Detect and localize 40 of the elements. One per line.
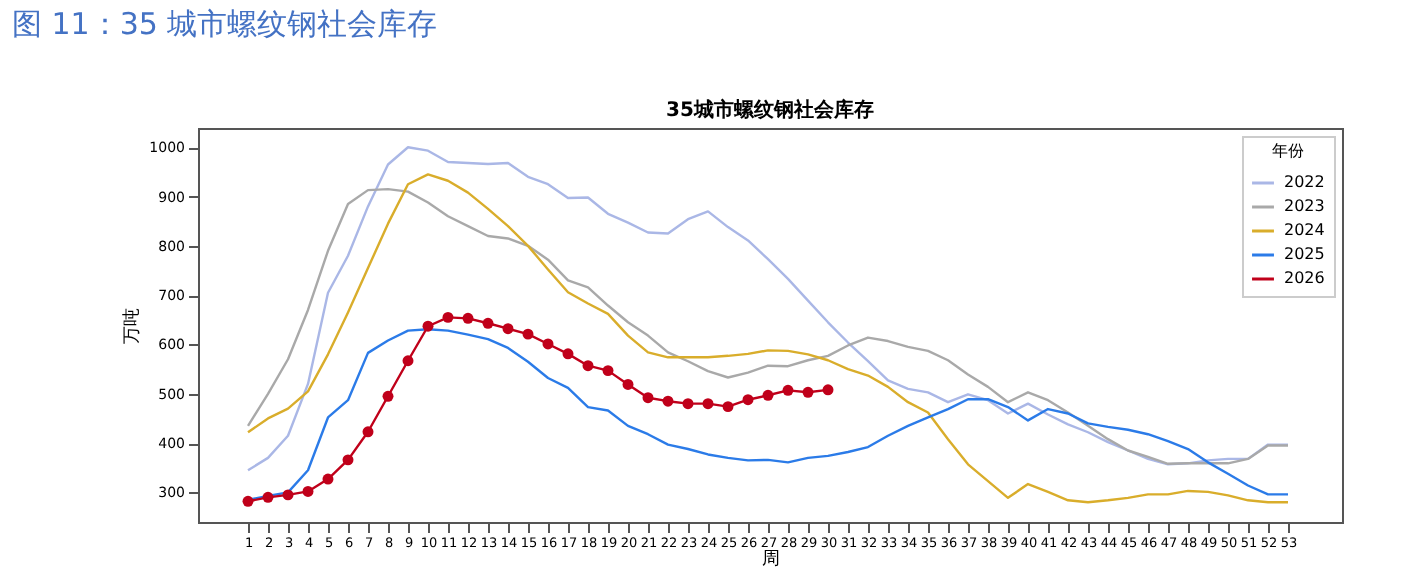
point	[662, 395, 674, 407]
point	[362, 426, 374, 438]
legend-title: 年份	[1272, 142, 1304, 160]
point	[322, 473, 334, 485]
point	[602, 365, 614, 377]
point	[462, 312, 474, 324]
point	[522, 328, 534, 340]
legend-label: 2022	[1284, 173, 1325, 191]
point	[502, 323, 514, 335]
point	[562, 348, 574, 360]
y-axis-title: 万吨	[121, 308, 144, 344]
point	[442, 311, 454, 323]
point	[762, 389, 774, 401]
point	[822, 384, 834, 396]
point	[302, 485, 314, 497]
point	[642, 392, 654, 404]
point	[262, 491, 274, 503]
point	[622, 378, 634, 390]
x-axis-title: 周	[762, 548, 780, 570]
point	[682, 398, 694, 410]
legend-label: 2025	[1284, 245, 1325, 263]
point	[422, 320, 434, 332]
point	[742, 394, 754, 406]
caption: 图 11：35 城市螺纹钢社会库存	[12, 6, 438, 44]
point	[282, 489, 294, 501]
point	[582, 360, 594, 372]
point	[242, 495, 254, 507]
point	[382, 390, 394, 402]
point	[542, 338, 554, 350]
point	[722, 401, 734, 413]
point	[702, 398, 714, 410]
point	[342, 454, 354, 466]
legend-label: 2024	[1284, 221, 1325, 239]
point	[402, 355, 414, 367]
point	[782, 384, 794, 396]
point	[802, 386, 814, 398]
legend-label: 2026	[1284, 269, 1325, 287]
point	[482, 317, 494, 329]
legend-label: 2023	[1284, 197, 1325, 215]
chart-title: 35城市螺纹钢社会库存	[666, 98, 874, 122]
